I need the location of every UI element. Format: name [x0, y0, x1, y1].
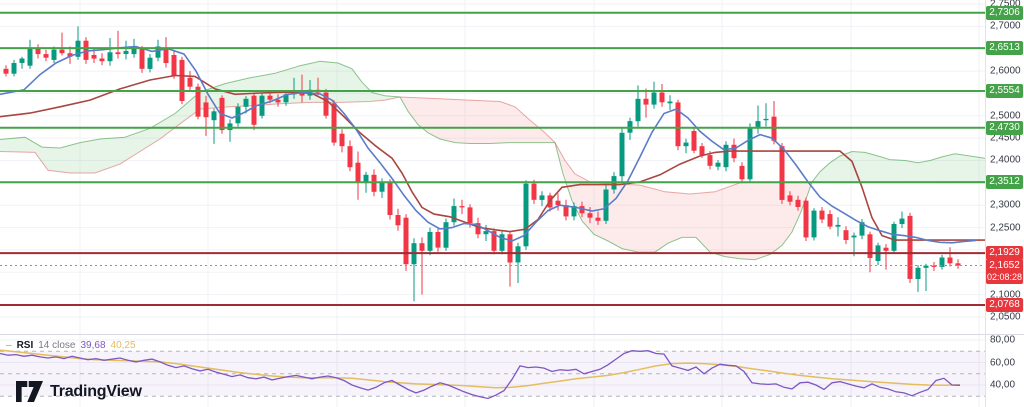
- rsi-pane: [0, 349, 985, 400]
- kijun-line: [0, 74, 985, 241]
- tenkan-line: [0, 45, 977, 244]
- rsi-line: [0, 350, 961, 400]
- ichimoku-lines: [0, 45, 985, 244]
- price-levels: [0, 11, 985, 306]
- grid: [0, 0, 985, 407]
- candlesticks: [3, 26, 961, 302]
